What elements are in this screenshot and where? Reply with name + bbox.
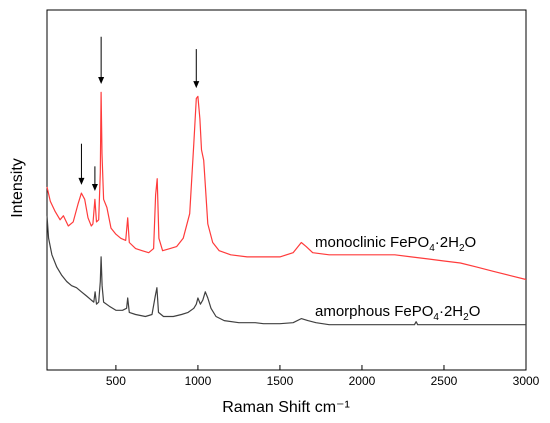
x-tick-label: 2000 [349,374,376,388]
monoclinic-spectrum-line [46,91,527,281]
x-axis-title: Raman Shift cm⁻¹ [222,399,350,416]
peak-arrow [78,143,85,185]
label-amorphous: amorphous FePO4·2H2O [315,303,480,323]
peak-arrow [193,49,200,89]
peak-arrow [98,36,105,85]
label-amorphous-prefix: amorphous FePO [315,303,433,320]
x-tick-label: 3000 [513,374,540,388]
x-tick-label: 500 [106,374,126,388]
plot-area [46,9,527,371]
amorphous-spectrum-line [46,215,526,326]
spectra [46,91,527,326]
label-monoclinic: monoclinic FePO4·2H2O [315,234,476,254]
x-tick-label: 1000 [185,374,212,388]
label-monoclinic-prefix: monoclinic FePO [315,234,429,251]
peak-arrow [91,166,98,192]
x-tick-label: 2500 [431,374,458,388]
plot-frame [46,9,527,371]
peak-arrows [78,36,200,192]
x-tick-label: 1500 [267,374,294,388]
x-axis-ticks: 500 1000 1500 2000 2500 3000 [106,365,540,388]
y-axis-title: Intensity [9,158,26,218]
